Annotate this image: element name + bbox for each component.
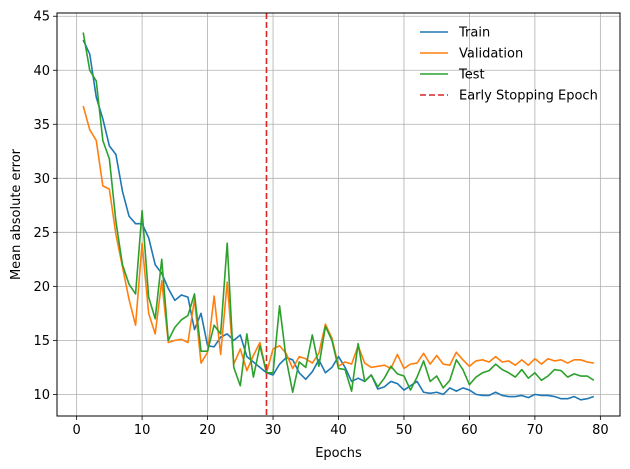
x-tick-label: 10 (134, 423, 151, 438)
legend-label: Early Stopping Epoch (459, 89, 598, 104)
x-tick-label: 70 (527, 423, 544, 438)
y-tick-label: 35 (33, 118, 50, 133)
plot-frame (56, 12, 621, 417)
y-tick-label: 40 (33, 64, 50, 79)
y-tick-label: 30 (33, 172, 50, 187)
ticks: 0 10 20 30 40 50 60 70 80 10 15 20 25 30 35 40 45 (33, 10, 608, 438)
x-tick-label: 50 (396, 423, 413, 438)
legend-label: Validation (459, 47, 523, 62)
y-tick-label: 20 (33, 280, 50, 295)
y-tick-label: 45 (33, 10, 50, 25)
legend: Train Validation Test Early Stopping Epoch (420, 26, 598, 104)
x-tick-label: 60 (461, 423, 478, 438)
x-tick-label: 20 (199, 423, 216, 438)
x-axis-label: Epochs (315, 446, 362, 461)
y-tick-label: 10 (33, 388, 50, 403)
legend-label: Test (458, 68, 485, 83)
y-tick-label: 15 (33, 334, 50, 349)
x-tick-label: 30 (265, 423, 282, 438)
series-layer (82, 13, 595, 416)
legend-label: Train (458, 26, 490, 41)
y-tick-label: 25 (33, 226, 50, 241)
series-line-test (82, 32, 595, 394)
series-line-train (82, 39, 595, 401)
x-tick-label: 40 (330, 423, 347, 438)
y-axis-label: Mean absolute error (9, 148, 24, 280)
grid (57, 13, 620, 416)
x-tick-label: 0 (72, 423, 80, 438)
x-tick-label: 80 (592, 423, 609, 438)
